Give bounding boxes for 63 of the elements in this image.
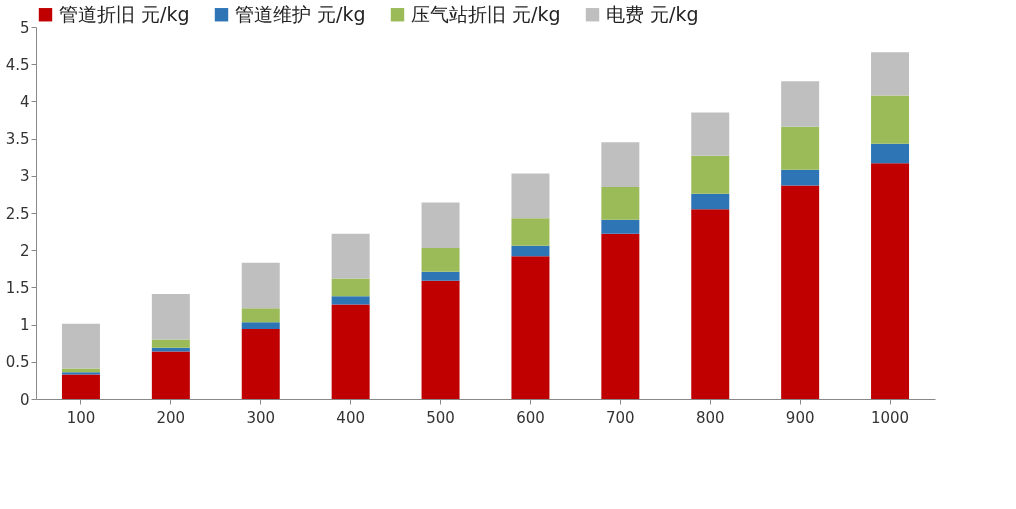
bar — [421, 202, 460, 248]
y-tick-label: 0 — [19, 390, 30, 409]
legend-label: 电费 元/kg — [606, 2, 699, 25]
bar — [61, 374, 100, 399]
bar — [781, 81, 820, 127]
y-tick-label: 2.5 — [5, 204, 30, 223]
y-tick-label: 5 — [19, 18, 30, 37]
x-tick-label: 600 — [516, 408, 545, 427]
bar — [871, 95, 910, 144]
legend-label: 管道折旧 元/kg — [59, 2, 190, 25]
bar — [871, 163, 910, 399]
bar — [331, 304, 370, 399]
bar — [241, 262, 280, 309]
x-tick-label: 300 — [246, 408, 276, 427]
bar — [511, 218, 550, 246]
bar — [511, 256, 550, 399]
y-tick-label: 3.5 — [5, 130, 30, 149]
bar — [241, 322, 280, 330]
y-tick-label: 0.5 — [5, 353, 30, 372]
x-tick-label: 700 — [606, 408, 635, 427]
x-tick-label: 100 — [66, 408, 96, 427]
x-tick-label: 500 — [426, 408, 455, 427]
bar — [691, 155, 730, 194]
bar — [691, 209, 730, 399]
bar — [691, 112, 730, 156]
legend-label: 压气站折旧 元/kg — [411, 2, 561, 25]
y-tick-label: 4 — [19, 92, 30, 111]
bar — [871, 52, 910, 96]
bar — [151, 339, 190, 348]
bar — [331, 278, 370, 297]
x-tick-label: 1000 — [870, 408, 910, 427]
x-tick-label: 900 — [785, 408, 815, 427]
y-tick-label: 1.5 — [5, 278, 30, 297]
bar — [241, 308, 280, 323]
bar — [781, 185, 820, 399]
bar — [601, 142, 640, 187]
bar — [511, 173, 550, 219]
bar — [61, 368, 100, 373]
bar — [601, 233, 640, 399]
x-tick-label: 400 — [336, 408, 365, 427]
y-tick-label: 4.5 — [5, 55, 30, 74]
x-tick-label: 800 — [695, 408, 725, 427]
y-tick-label: 3 — [19, 167, 30, 186]
y-tick-label: 2 — [19, 241, 30, 260]
bar — [331, 296, 370, 305]
bar — [61, 323, 100, 369]
bar — [151, 351, 190, 399]
bar — [151, 294, 190, 340]
bar — [421, 271, 460, 281]
bar — [781, 169, 820, 186]
y-tick-label: 1 — [19, 316, 30, 335]
bar — [601, 186, 640, 220]
bar — [421, 247, 460, 272]
bar — [421, 280, 460, 399]
x-tick-label: 200 — [156, 408, 186, 427]
bar — [781, 126, 820, 170]
bar — [871, 143, 910, 164]
bar — [241, 329, 280, 399]
bar — [601, 219, 640, 234]
legend-label: 管道维护 元/kg — [235, 2, 366, 25]
bar — [331, 233, 370, 279]
bar — [511, 245, 550, 257]
bar — [691, 193, 730, 210]
